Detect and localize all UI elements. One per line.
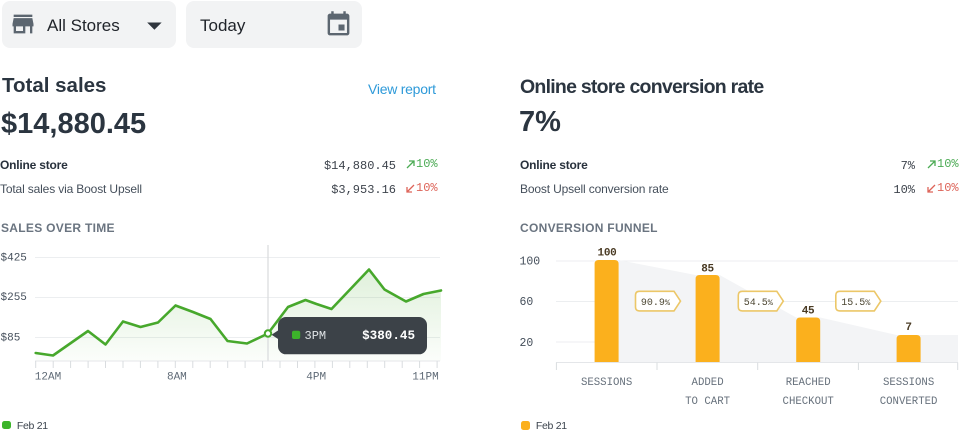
svg-text:4PM: 4PM [306,372,326,384]
svg-text:45: 45 [802,306,815,318]
svg-text:100: 100 [598,247,617,259]
svg-text:$85: $85 [1,332,21,344]
svg-text:ADDED: ADDED [692,377,724,389]
svg-text:15.5%: 15.5% [841,298,871,309]
svg-text:$425: $425 [1,252,27,264]
svg-text:12AM: 12AM [35,372,61,384]
svg-text:90.9%: 90.9% [641,298,671,309]
svg-text:20: 20 [520,337,534,350]
svg-text:SESSIONS: SESSIONS [883,377,934,389]
svg-text:$255: $255 [1,292,27,304]
svg-text:60: 60 [520,296,534,309]
svg-text:100: 100 [520,255,541,268]
svg-text:3PM: 3PM [305,329,327,343]
svg-text:8AM: 8AM [167,372,187,384]
svg-text:CHECKOUT: CHECKOUT [783,396,835,408]
svg-text:CONVERTED: CONVERTED [880,396,938,408]
svg-text:SESSIONS: SESSIONS [581,377,632,389]
svg-text:$380.45: $380.45 [362,329,415,343]
svg-text:54.5%: 54.5% [744,298,774,309]
svg-text:REACHED: REACHED [786,377,831,389]
svg-text:85: 85 [701,264,714,276]
svg-text:TO CART: TO CART [685,396,730,408]
svg-text:11PM: 11PM [412,372,438,384]
svg-text:7: 7 [905,322,911,334]
